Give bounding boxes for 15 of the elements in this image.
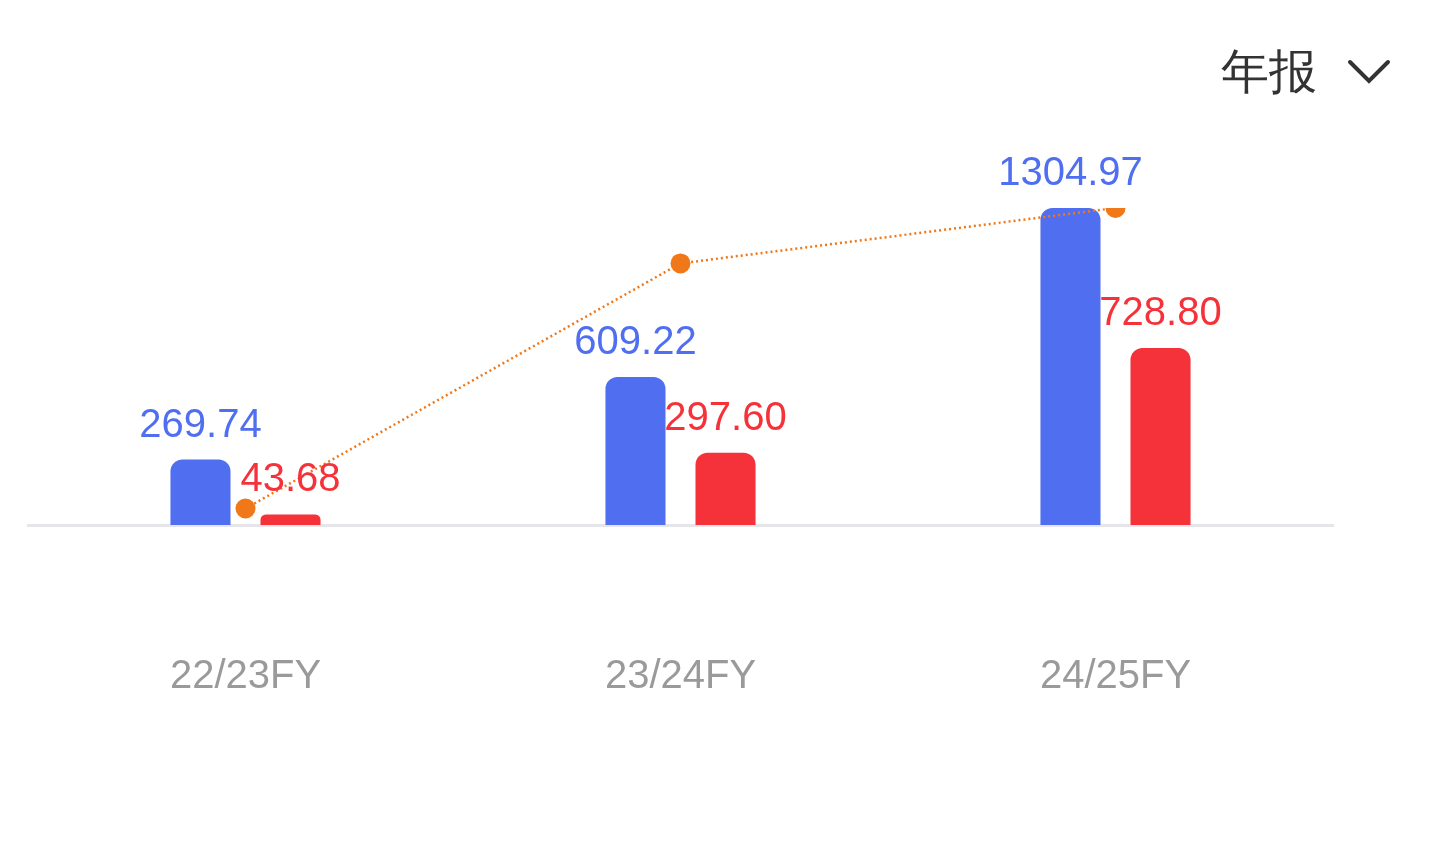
bar — [695, 452, 756, 525]
x-tick-label: 22/23FY — [169, 652, 322, 697]
bar — [1040, 208, 1101, 525]
bar — [1130, 347, 1191, 525]
bar — [260, 514, 321, 525]
data-label: 297.60 — [664, 393, 787, 438]
bar — [170, 459, 231, 525]
bar — [605, 377, 666, 525]
data-label: 728.80 — [1099, 289, 1222, 333]
data-label: 609.22 — [574, 318, 697, 363]
x-tick-label: 23/24FY — [604, 652, 757, 697]
text: 年报 — [1221, 42, 1317, 101]
x-tick-label: 24/25FY — [1039, 652, 1192, 697]
data-label: 269.74 — [139, 400, 262, 445]
data-label: 1304.97 — [998, 149, 1143, 194]
